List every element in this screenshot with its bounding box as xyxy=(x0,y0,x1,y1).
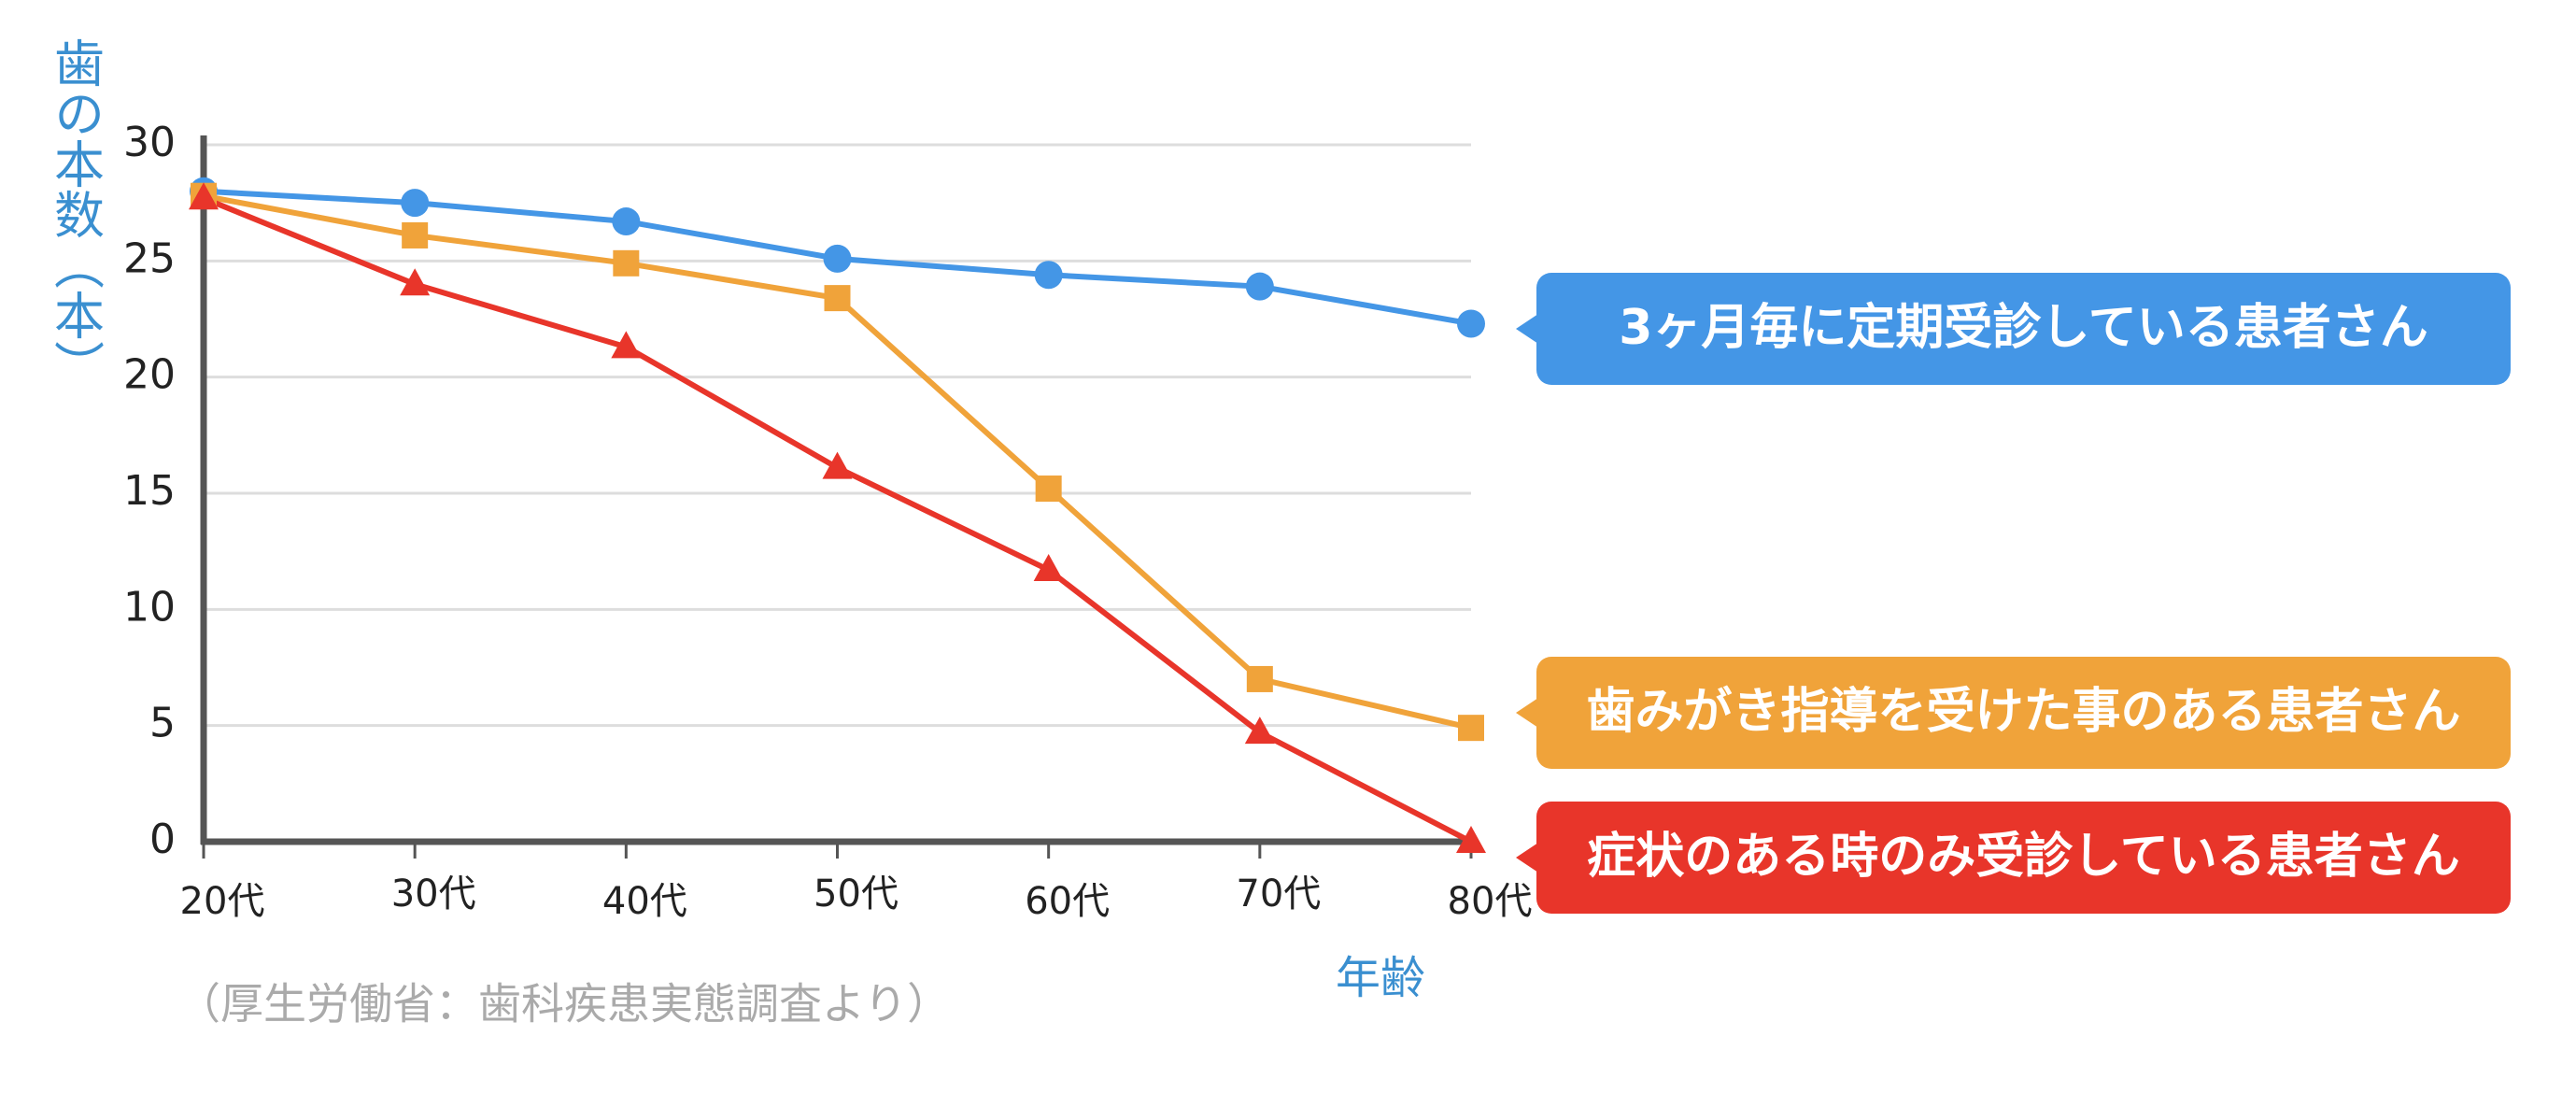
legend-box xyxy=(1536,657,2511,769)
marker xyxy=(1035,476,1062,503)
marker xyxy=(400,268,431,296)
legend-pointer xyxy=(1516,698,1538,728)
y-tick-label: 30 xyxy=(123,119,176,166)
marker xyxy=(823,244,852,273)
marker xyxy=(824,285,851,312)
marker xyxy=(401,189,430,218)
marker xyxy=(612,207,641,236)
marker xyxy=(1245,272,1274,301)
x-tick-label: 60代 xyxy=(1025,880,1110,923)
x-tick-label: 40代 xyxy=(602,880,687,923)
legend-pointer xyxy=(1516,314,1538,344)
legend-label: 3ヶ月毎に定期受診している患者さん xyxy=(1619,300,2428,356)
x-tick-label: 70代 xyxy=(1236,873,1321,916)
marker xyxy=(1456,826,1486,853)
marker xyxy=(1246,665,1273,692)
y-tick-label: 0 xyxy=(149,816,176,863)
x-tick-label: 30代 xyxy=(391,873,476,916)
source-note: （厚生労働省：歯科疾患実態調査より） xyxy=(177,979,950,1029)
x-axis-label: 年齢 xyxy=(1336,952,1425,1004)
y-tick-label: 10 xyxy=(123,583,176,631)
y-tick-label: 25 xyxy=(123,234,176,282)
y-tick-label: 5 xyxy=(149,700,176,747)
legend-box xyxy=(1536,273,2511,385)
marker xyxy=(1458,715,1484,742)
x-tick-label: 50代 xyxy=(814,873,899,916)
marker xyxy=(613,249,640,277)
y-tick-label: 20 xyxy=(123,351,176,399)
legend-label: 歯みがき指導を受けた事のある患者さん xyxy=(1586,684,2460,740)
marker xyxy=(402,221,429,248)
marker xyxy=(1034,261,1063,290)
marker xyxy=(1457,309,1485,338)
legend-box xyxy=(1536,802,2511,914)
y-tick-label: 15 xyxy=(123,467,176,515)
marker xyxy=(822,451,853,479)
marker xyxy=(1033,554,1064,582)
x-tick-label: 20代 xyxy=(180,880,265,923)
legend-pointer xyxy=(1516,843,1538,873)
marker xyxy=(189,182,219,210)
marker xyxy=(611,331,642,359)
y-axis-label: 歯の本数（本） xyxy=(46,37,105,390)
x-tick-label: 80代 xyxy=(1448,880,1533,923)
marker xyxy=(1244,717,1275,745)
legend-label: 症状のある時のみ受診している患者さん xyxy=(1587,829,2459,885)
